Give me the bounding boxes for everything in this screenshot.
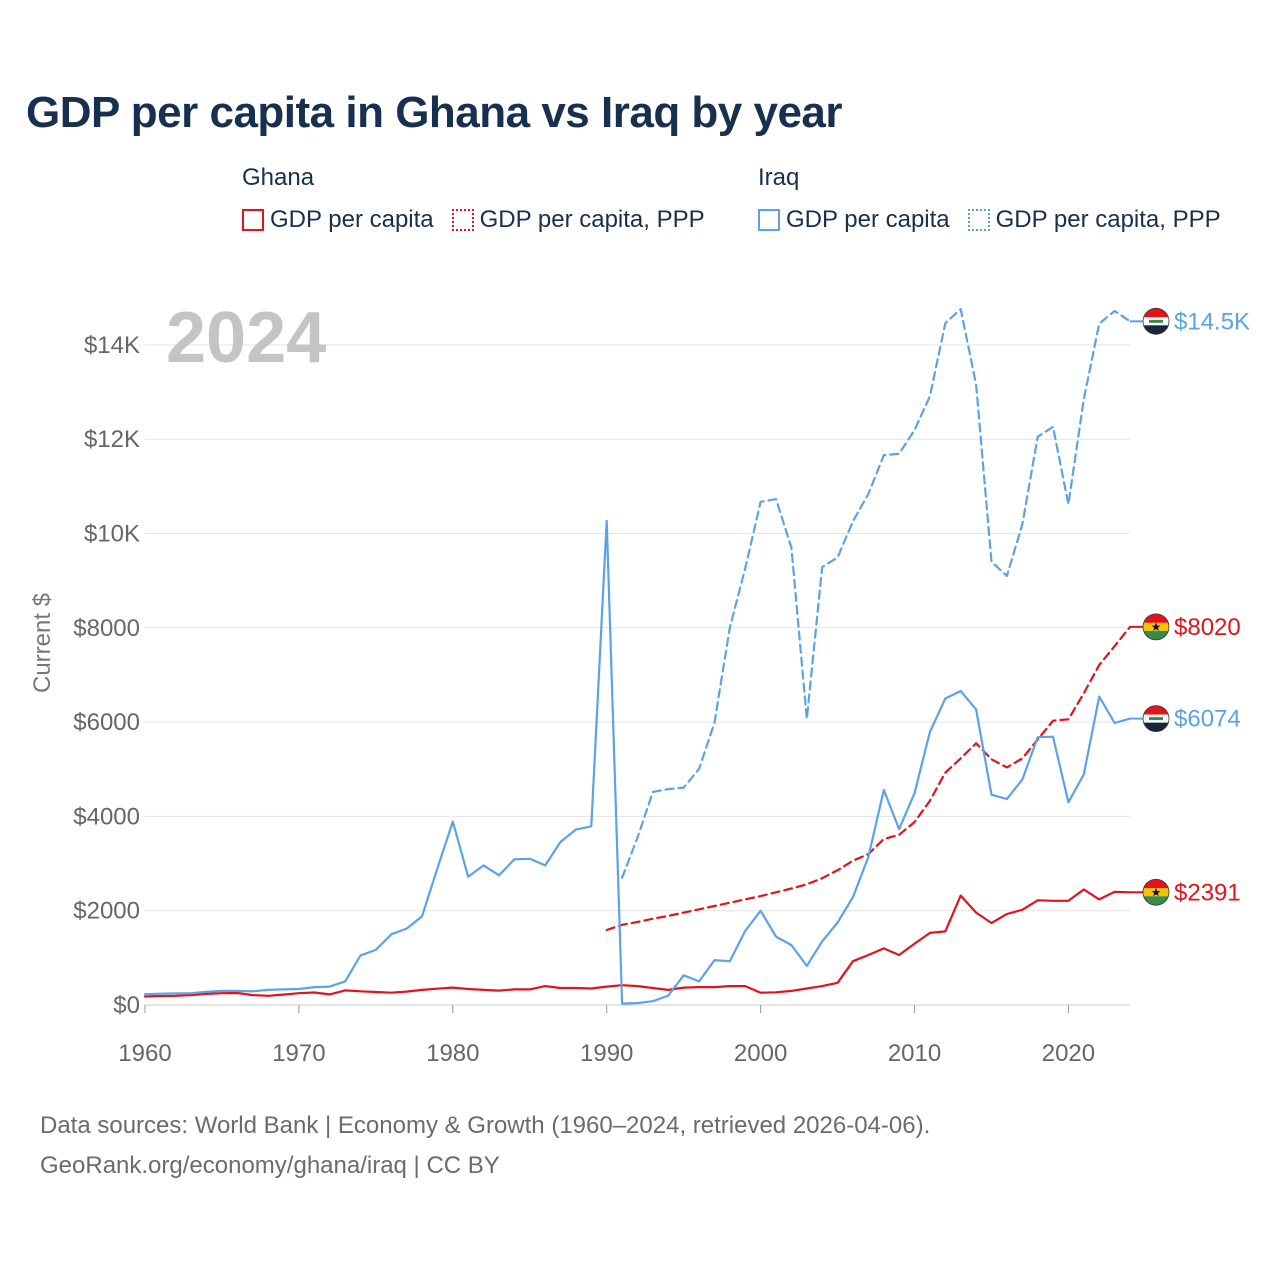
legend-item-label: GDP per capita (270, 206, 434, 233)
end-value-label: $8020 (1174, 614, 1241, 641)
x-tick-label: 2020 (1042, 1040, 1095, 1067)
series-line-ghana-gdp-per-capita-ppp (605, 625, 1132, 932)
y-tick-label: $0 (113, 992, 140, 1019)
y-tick-label: $12K (84, 426, 140, 453)
x-tick-label: 1980 (426, 1040, 479, 1067)
end-value-label: $2391 (1174, 879, 1241, 906)
x-tick-label: 2010 (888, 1040, 941, 1067)
y-tick-label: $4000 (73, 803, 140, 830)
legend-item-label: GDP per capita (786, 206, 950, 233)
y-tick-label: $6000 (73, 709, 140, 736)
series-layer (143, 308, 1132, 1005)
axis-layer: $0 $2000 $4000 $6000 $8000 $10K $12K $14K 1960 19… (73, 332, 1130, 1067)
y-tick-label: $10K (84, 521, 140, 548)
legend-item-label: GDP per capita, PPP (479, 206, 705, 233)
ghana-flag-icon (1142, 613, 1170, 641)
footer: Data sources: World Bank | Economy & Gro… (40, 1106, 930, 1186)
iraq-flag-icon (1142, 307, 1170, 335)
legend-group-name: Iraq (758, 164, 800, 191)
legend-group-name: Ghana (242, 164, 315, 191)
legend-swatch-dotted-red (451, 209, 474, 231)
legend-item-iraq-gdp-ppp[interactable]: GDP per capita, PPP (967, 206, 1221, 234)
x-tick-label: 1990 (580, 1040, 633, 1067)
series-line-ghana-gdp-per-capita (143, 888, 1132, 998)
series-line-iraq-gdp-per-capita-ppp (620, 308, 1132, 879)
marker-layer: $14.5K $8020 $6074 $2391 (1130, 307, 1250, 906)
footer-sources: Data sources: World Bank | Economy & Gro… (40, 1112, 931, 1139)
legend-ghana: Ghana GDP per capita GDP per capita, PPP (242, 164, 723, 234)
x-tick-label: 1960 (118, 1040, 171, 1067)
end-value-label: $14.5K (1174, 308, 1250, 335)
x-tick-label: 1970 (272, 1040, 325, 1067)
legend-swatch-dotted-blue (967, 209, 990, 231)
year-watermark: 2024 (166, 298, 326, 378)
iraq-flag-icon (1142, 705, 1170, 733)
y-tick-label: $2000 (73, 898, 140, 925)
legend-swatch-solid-blue (758, 209, 780, 231)
legend-swatch-solid-red (242, 209, 264, 231)
legend-iraq: Iraq GDP per capita GDP per capita, PPP (758, 164, 1239, 234)
x-tick-label: 2000 (734, 1040, 787, 1067)
series-line-iraq-gdp-per-capita (143, 519, 1132, 1005)
y-tick-label: $14K (84, 332, 140, 359)
y-axis-label: Current $ (29, 593, 56, 693)
ghana-flag-icon (1142, 878, 1170, 906)
footer-attribution: GeoRank.org/economy/ghana/iraq | CC BY (40, 1152, 500, 1179)
legend-item-ghana-gdp[interactable]: GDP per capita (242, 206, 434, 234)
end-value-label: $6074 (1174, 706, 1241, 733)
legend-item-iraq-gdp[interactable]: GDP per capita (758, 206, 950, 234)
chart-title: GDP per capita in Ghana vs Iraq by year (26, 88, 843, 137)
legend-item-label: GDP per capita, PPP (995, 206, 1221, 233)
y-tick-label: $8000 (73, 615, 140, 642)
legend-item-ghana-gdp-ppp[interactable]: GDP per capita, PPP (451, 206, 705, 234)
